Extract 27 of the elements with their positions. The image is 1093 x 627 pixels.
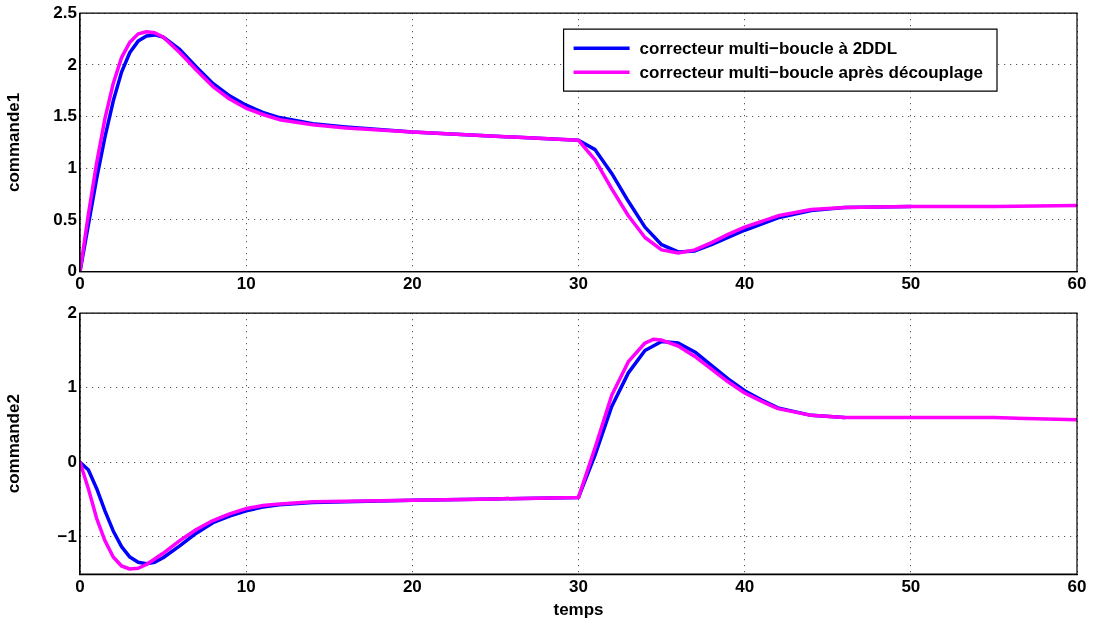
x-tick-label: 10 — [236, 577, 256, 597]
y-axis-title: commande2 — [3, 394, 23, 494]
x-tick-label: 20 — [402, 577, 422, 597]
y-tick-label: 1 — [67, 157, 77, 177]
x-tick-label: 30 — [569, 577, 588, 597]
y-tick-label: 0.5 — [53, 209, 77, 229]
x-tick-label: 10 — [236, 274, 256, 294]
legend-label: correcteur multi−boucle à 2DDL — [639, 38, 898, 58]
y-tick-label: 0 — [67, 261, 77, 281]
y-tick-label: 2 — [67, 302, 77, 322]
y-axis-title: commande1 — [3, 92, 23, 192]
x-tick-label: 20 — [402, 274, 422, 294]
x-tick-label: 60 — [1067, 577, 1087, 597]
y-tick-label: −1 — [57, 526, 77, 546]
x-tick-label: 40 — [735, 274, 755, 294]
x-tick-label: 30 — [569, 274, 588, 294]
x-tick-label: 50 — [901, 274, 921, 294]
x-tick-label: 50 — [901, 577, 921, 597]
y-tick-label: 1 — [67, 377, 77, 397]
legend-label: correcteur multi−boucle après découplage — [639, 62, 984, 82]
y-tick-label: 1.5 — [53, 106, 77, 126]
y-tick-label: 2 — [67, 54, 77, 74]
x-axis-title: temps — [553, 600, 604, 620]
x-tick-label: 40 — [735, 577, 755, 597]
y-tick-label: 0 — [67, 452, 77, 472]
x-tick-label: 60 — [1067, 274, 1087, 294]
y-tick-label: 2.5 — [53, 2, 77, 22]
